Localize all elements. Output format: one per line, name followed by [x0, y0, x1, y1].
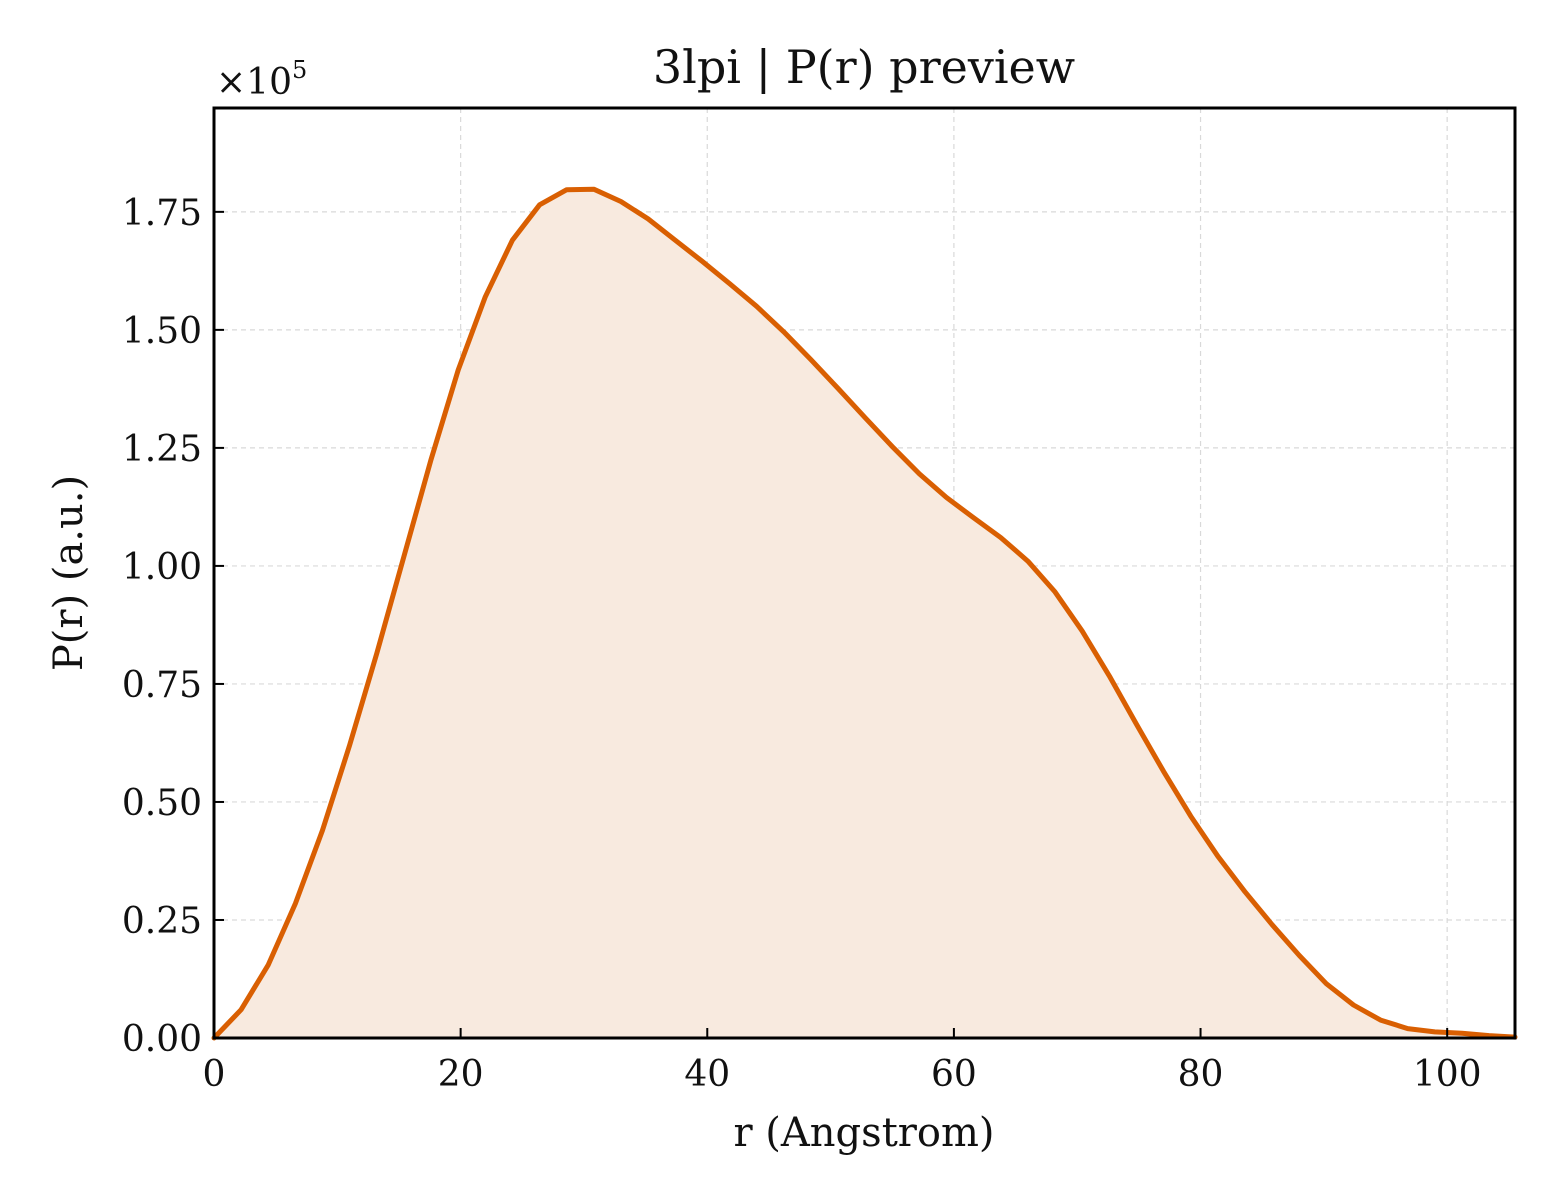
plot-frame	[212, 106, 1517, 1040]
y-tick-label: 1.50	[122, 311, 202, 352]
x-tick-label: 40	[684, 1054, 730, 1095]
y-tick-label: 1.00	[122, 547, 202, 588]
x-tick-label: 60	[931, 1054, 977, 1095]
y-scale-multiplier: ×105	[216, 56, 307, 103]
y-tick-label: 1.75	[122, 193, 202, 234]
y-scale-exponent: 5	[292, 56, 307, 84]
y-axis-label: P(r) (a.u.)	[46, 475, 92, 671]
x-tick-label: 20	[438, 1054, 484, 1095]
y-tick-label: 0.00	[122, 1019, 202, 1060]
x-tick-label: 80	[1178, 1054, 1224, 1095]
y-tick-label: 0.50	[122, 783, 202, 824]
y-tick-label: 0.75	[122, 665, 202, 706]
x-tick-label: 100	[1413, 1054, 1482, 1095]
y-tick-label: 1.25	[122, 429, 202, 470]
chart-title: 3lpi | P(r) preview	[653, 40, 1075, 94]
series-layer	[211, 186, 1518, 1041]
x-tick-label: 0	[203, 1054, 226, 1095]
pr-curve	[211, 186, 1518, 1041]
y-scale-prefix: ×10	[216, 62, 292, 103]
pr-area-fill	[214, 189, 1515, 1038]
y-tick-label: 0.25	[122, 901, 202, 942]
ticks: 0 20 40 60 80 100 0.00 0.25 0.50 0.75 1.00 1.25 1.50…	[122, 193, 1482, 1095]
x-axis-label: r (Angstrom)	[733, 1110, 994, 1156]
